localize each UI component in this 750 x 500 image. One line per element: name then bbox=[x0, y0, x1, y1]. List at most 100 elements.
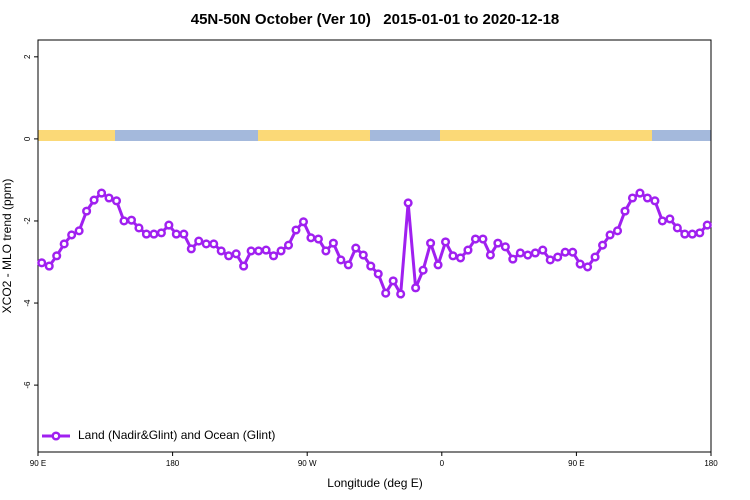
data-point bbox=[141, 229, 151, 239]
data-point bbox=[620, 206, 630, 216]
data-point bbox=[485, 250, 495, 260]
y-tick-label: -6 bbox=[23, 381, 32, 389]
data-point bbox=[179, 229, 189, 239]
data-point bbox=[119, 216, 129, 226]
data-point bbox=[134, 223, 144, 233]
data-point bbox=[523, 250, 533, 260]
data-point bbox=[306, 233, 316, 243]
data-point bbox=[44, 261, 54, 271]
y-tick-label: 0 bbox=[23, 136, 32, 141]
y-tick-label: -2 bbox=[23, 217, 32, 225]
data-point bbox=[433, 260, 443, 270]
data-point bbox=[687, 229, 697, 239]
data-point bbox=[418, 265, 428, 275]
data-point bbox=[261, 245, 271, 255]
data-point bbox=[171, 229, 181, 239]
data-point bbox=[440, 237, 451, 247]
data-point bbox=[343, 260, 353, 270]
data-point bbox=[583, 262, 593, 272]
data-point bbox=[575, 259, 585, 269]
data-point bbox=[560, 247, 570, 257]
y-tick-label: -4 bbox=[23, 299, 32, 307]
data-point bbox=[351, 243, 361, 253]
data-point bbox=[82, 206, 92, 216]
data-point bbox=[336, 255, 346, 265]
x-tick-label: 90 W bbox=[298, 459, 317, 468]
data-point bbox=[254, 246, 264, 256]
data-point bbox=[111, 196, 122, 206]
data-point bbox=[269, 251, 279, 261]
data-point bbox=[52, 251, 62, 261]
data-point bbox=[224, 251, 234, 261]
y-axis-label: XCO2 - MLO trend (ppm) bbox=[0, 179, 14, 314]
data-point bbox=[388, 276, 398, 286]
data-point bbox=[239, 261, 249, 271]
data-point bbox=[97, 188, 107, 198]
ocean bbox=[115, 130, 258, 141]
data-point bbox=[246, 246, 256, 256]
x-tick-label: 90 E bbox=[30, 459, 46, 468]
data-point bbox=[568, 247, 578, 257]
data-point bbox=[201, 239, 211, 249]
land bbox=[38, 130, 115, 141]
legend-label: Land (Nadir&Glint) and Ocean (Glint) bbox=[78, 428, 275, 442]
data-point bbox=[515, 248, 525, 258]
data-point bbox=[538, 245, 548, 255]
data-point bbox=[665, 214, 675, 224]
legend-marker bbox=[51, 431, 61, 441]
data-point bbox=[605, 230, 615, 240]
data-point bbox=[216, 246, 226, 256]
series-line bbox=[41, 191, 709, 299]
data-point bbox=[508, 254, 518, 264]
data-point bbox=[612, 226, 623, 236]
data-point bbox=[493, 238, 503, 248]
data-point bbox=[695, 228, 705, 238]
data-point bbox=[635, 188, 645, 198]
data-point bbox=[366, 261, 376, 271]
data-point bbox=[291, 225, 301, 235]
data-point bbox=[455, 253, 466, 263]
data-point bbox=[448, 251, 458, 261]
data-point bbox=[426, 238, 436, 248]
x-tick-label: 180 bbox=[166, 459, 180, 468]
data-point bbox=[500, 242, 510, 252]
data-point bbox=[149, 229, 159, 239]
data-point bbox=[411, 283, 421, 293]
data-point bbox=[403, 198, 413, 208]
land bbox=[440, 130, 652, 141]
data-point bbox=[672, 223, 682, 233]
data-point bbox=[104, 193, 114, 203]
data-point bbox=[67, 230, 77, 240]
chart-title: 45N-50N October (Ver 10) 2015-01-01 to 2… bbox=[191, 11, 560, 28]
data-point bbox=[680, 229, 690, 239]
data-point bbox=[276, 246, 286, 256]
data-point bbox=[89, 195, 99, 205]
data-point bbox=[553, 252, 563, 262]
x-axis-label: Longitude (deg E) bbox=[327, 476, 422, 490]
x-tick-label: 0 bbox=[440, 459, 445, 468]
data-point bbox=[590, 252, 600, 262]
land bbox=[258, 130, 370, 141]
data-point bbox=[59, 239, 69, 249]
data-point bbox=[328, 238, 338, 248]
data-point bbox=[650, 196, 660, 206]
data-point bbox=[126, 215, 137, 225]
data-point bbox=[321, 246, 331, 256]
data-point bbox=[283, 240, 294, 250]
plot-frame bbox=[37, 39, 712, 453]
y-tick-label: 2 bbox=[23, 54, 32, 59]
data-point bbox=[358, 250, 368, 260]
data-point bbox=[298, 217, 309, 227]
data-point bbox=[627, 193, 638, 203]
data-point bbox=[478, 234, 488, 244]
data-point bbox=[231, 249, 241, 259]
data-point bbox=[702, 220, 712, 230]
data-point bbox=[545, 255, 555, 265]
data-point bbox=[164, 220, 174, 230]
data-point bbox=[657, 216, 667, 226]
ocean bbox=[370, 130, 440, 141]
data-point bbox=[530, 248, 540, 258]
data-point bbox=[313, 234, 323, 244]
x-tick-label: 180 bbox=[704, 459, 718, 468]
